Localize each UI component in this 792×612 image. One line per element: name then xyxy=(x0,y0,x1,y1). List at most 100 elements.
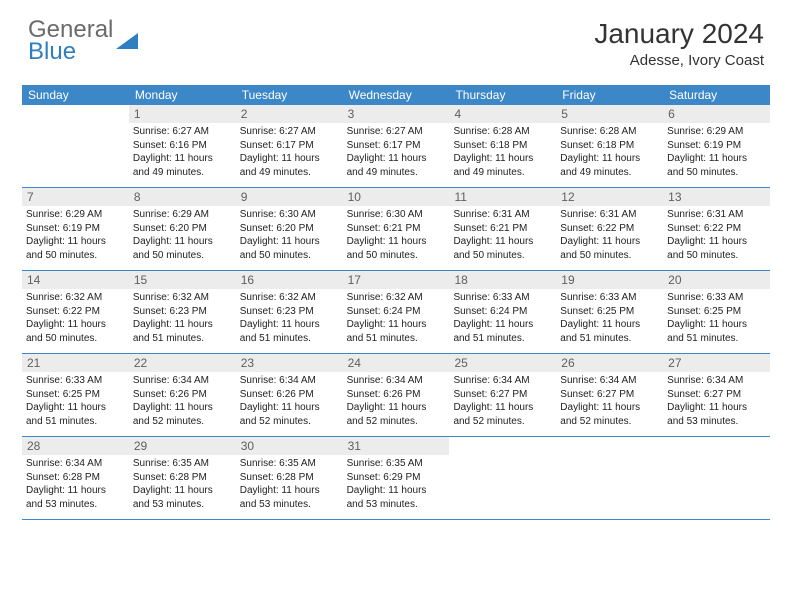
day-number: 21 xyxy=(22,354,129,372)
daylight-text: Daylight: 11 hours and 49 minutes. xyxy=(133,152,232,179)
sunrise-text: Sunrise: 6:34 AM xyxy=(347,374,446,388)
sunrise-text: Sunrise: 6:30 AM xyxy=(347,208,446,222)
sunset-text: Sunset: 6:16 PM xyxy=(133,139,232,153)
week-row: 14Sunrise: 6:32 AMSunset: 6:22 PMDayligh… xyxy=(22,271,770,354)
day-info: Sunrise: 6:34 AMSunset: 6:26 PMDaylight:… xyxy=(343,372,450,432)
day-info: Sunrise: 6:35 AMSunset: 6:29 PMDaylight:… xyxy=(343,455,450,515)
day-header-thu: Thursday xyxy=(449,85,556,105)
day-info: Sunrise: 6:28 AMSunset: 6:18 PMDaylight:… xyxy=(556,123,663,183)
day-number: 16 xyxy=(236,271,343,289)
sunrise-text: Sunrise: 6:28 AM xyxy=(560,125,659,139)
day-number: 28 xyxy=(22,437,129,455)
daylight-text: Daylight: 11 hours and 53 minutes. xyxy=(133,484,232,511)
sunrise-text: Sunrise: 6:32 AM xyxy=(347,291,446,305)
day-cell: 27Sunrise: 6:34 AMSunset: 6:27 PMDayligh… xyxy=(663,354,770,436)
day-cell: 9Sunrise: 6:30 AMSunset: 6:20 PMDaylight… xyxy=(236,188,343,270)
daylight-text: Daylight: 11 hours and 50 minutes. xyxy=(560,235,659,262)
day-cell: 13Sunrise: 6:31 AMSunset: 6:22 PMDayligh… xyxy=(663,188,770,270)
day-info: Sunrise: 6:29 AMSunset: 6:19 PMDaylight:… xyxy=(22,206,129,266)
day-header-row: Sunday Monday Tuesday Wednesday Thursday… xyxy=(22,85,770,105)
daylight-text: Daylight: 11 hours and 51 minutes. xyxy=(133,318,232,345)
daylight-text: Daylight: 11 hours and 50 minutes. xyxy=(133,235,232,262)
sunrise-text: Sunrise: 6:32 AM xyxy=(133,291,232,305)
day-cell: 15Sunrise: 6:32 AMSunset: 6:23 PMDayligh… xyxy=(129,271,236,353)
sunrise-text: Sunrise: 6:34 AM xyxy=(240,374,339,388)
sunset-text: Sunset: 6:27 PM xyxy=(453,388,552,402)
day-number: 19 xyxy=(556,271,663,289)
logo-line2: Blue xyxy=(28,40,113,64)
day-number: 26 xyxy=(556,354,663,372)
day-number: 9 xyxy=(236,188,343,206)
calendar: Sunday Monday Tuesday Wednesday Thursday… xyxy=(22,85,770,520)
daylight-text: Daylight: 11 hours and 52 minutes. xyxy=(453,401,552,428)
day-info: Sunrise: 6:32 AMSunset: 6:22 PMDaylight:… xyxy=(22,289,129,349)
day-info: Sunrise: 6:35 AMSunset: 6:28 PMDaylight:… xyxy=(129,455,236,515)
sunset-text: Sunset: 6:26 PM xyxy=(240,388,339,402)
sunset-text: Sunset: 6:18 PM xyxy=(453,139,552,153)
day-cell: 16Sunrise: 6:32 AMSunset: 6:23 PMDayligh… xyxy=(236,271,343,353)
daylight-text: Daylight: 11 hours and 53 minutes. xyxy=(240,484,339,511)
day-cell: 5Sunrise: 6:28 AMSunset: 6:18 PMDaylight… xyxy=(556,105,663,187)
week-row: 28Sunrise: 6:34 AMSunset: 6:28 PMDayligh… xyxy=(22,437,770,520)
daylight-text: Daylight: 11 hours and 50 minutes. xyxy=(667,152,766,179)
day-number: 22 xyxy=(129,354,236,372)
day-number: 27 xyxy=(663,354,770,372)
day-header-mon: Monday xyxy=(129,85,236,105)
sunset-text: Sunset: 6:25 PM xyxy=(26,388,125,402)
day-number: 24 xyxy=(343,354,450,372)
sunset-text: Sunset: 6:23 PM xyxy=(240,305,339,319)
daylight-text: Daylight: 11 hours and 52 minutes. xyxy=(133,401,232,428)
daylight-text: Daylight: 11 hours and 51 minutes. xyxy=(240,318,339,345)
day-header-sat: Saturday xyxy=(663,85,770,105)
week-row: 7Sunrise: 6:29 AMSunset: 6:19 PMDaylight… xyxy=(22,188,770,271)
day-number: 29 xyxy=(129,437,236,455)
day-number: 11 xyxy=(449,188,556,206)
sunrise-text: Sunrise: 6:33 AM xyxy=(26,374,125,388)
day-info: Sunrise: 6:32 AMSunset: 6:23 PMDaylight:… xyxy=(129,289,236,349)
day-number: 8 xyxy=(129,188,236,206)
daylight-text: Daylight: 11 hours and 50 minutes. xyxy=(347,235,446,262)
day-cell: 30Sunrise: 6:35 AMSunset: 6:28 PMDayligh… xyxy=(236,437,343,519)
weeks-container: 1Sunrise: 6:27 AMSunset: 6:16 PMDaylight… xyxy=(22,105,770,520)
daylight-text: Daylight: 11 hours and 51 minutes. xyxy=(667,318,766,345)
day-number: 15 xyxy=(129,271,236,289)
sunset-text: Sunset: 6:27 PM xyxy=(560,388,659,402)
day-cell xyxy=(449,437,556,519)
day-header-tue: Tuesday xyxy=(236,85,343,105)
day-info: Sunrise: 6:34 AMSunset: 6:27 PMDaylight:… xyxy=(556,372,663,432)
sunset-text: Sunset: 6:28 PM xyxy=(240,471,339,485)
sunset-text: Sunset: 6:23 PM xyxy=(133,305,232,319)
sunrise-text: Sunrise: 6:35 AM xyxy=(133,457,232,471)
day-info: Sunrise: 6:33 AMSunset: 6:25 PMDaylight:… xyxy=(556,289,663,349)
day-info: Sunrise: 6:31 AMSunset: 6:22 PMDaylight:… xyxy=(556,206,663,266)
day-cell: 11Sunrise: 6:31 AMSunset: 6:21 PMDayligh… xyxy=(449,188,556,270)
day-number: 4 xyxy=(449,105,556,123)
day-info: Sunrise: 6:30 AMSunset: 6:20 PMDaylight:… xyxy=(236,206,343,266)
sunrise-text: Sunrise: 6:30 AM xyxy=(240,208,339,222)
day-number: 7 xyxy=(22,188,129,206)
sunrise-text: Sunrise: 6:35 AM xyxy=(240,457,339,471)
header: General Blue January 2024 Adesse, Ivory … xyxy=(0,0,792,77)
sunrise-text: Sunrise: 6:35 AM xyxy=(347,457,446,471)
title-block: January 2024 Adesse, Ivory Coast xyxy=(594,18,764,69)
week-row: 21 Sunrise: 6:33 AMSunset: 6:25 PM Dayligh… xyxy=(22,354,770,437)
day-cell xyxy=(22,105,129,187)
sunset-text: Sunset: 6:27 PM xyxy=(667,388,766,402)
sunrise-text: Sunrise: 6:29 AM xyxy=(133,208,232,222)
day-cell: 8Sunrise: 6:29 AMSunset: 6:20 PMDaylight… xyxy=(129,188,236,270)
sunrise-text: Sunrise: 6:31 AM xyxy=(667,208,766,222)
day-cell: 17Sunrise: 6:32 AMSunset: 6:24 PMDayligh… xyxy=(343,271,450,353)
day-cell xyxy=(663,437,770,519)
sunrise-text: Sunrise: 6:32 AM xyxy=(26,291,125,305)
day-number: 1 xyxy=(129,105,236,123)
day-info: Sunrise: 6:34 AMSunset: 6:28 PMDaylight:… xyxy=(22,455,129,515)
daylight-text: Daylight: 11 hours and 50 minutes. xyxy=(453,235,552,262)
day-cell: 21Sunrise: 6:33 AMSunset: 6:25 PMDayligh… xyxy=(22,354,129,436)
day-number: 13 xyxy=(663,188,770,206)
sunset-text: Sunset: 6:22 PM xyxy=(667,222,766,236)
day-cell: 3Sunrise: 6:27 AMSunset: 6:17 PMDaylight… xyxy=(343,105,450,187)
day-number: 18 xyxy=(449,271,556,289)
day-number: 10 xyxy=(343,188,450,206)
daylight-text: Daylight: 11 hours and 49 minutes. xyxy=(453,152,552,179)
day-number: 3 xyxy=(343,105,450,123)
